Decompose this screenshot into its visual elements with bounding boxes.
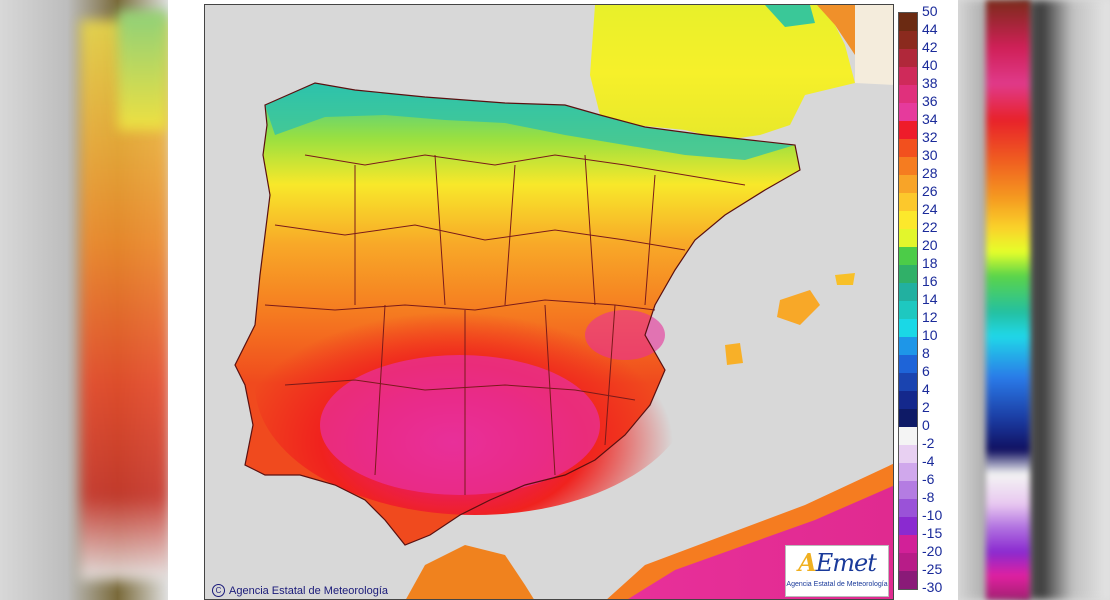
legend-swatch — [899, 445, 917, 463]
legend-swatch — [899, 13, 917, 31]
temperature-map: C Agencia Estatal de Meteorología AEmet … — [204, 4, 894, 600]
legend-swatch — [899, 121, 917, 139]
legend-label: 38 — [922, 75, 938, 91]
legend-swatch — [899, 139, 917, 157]
legend-swatch — [899, 49, 917, 67]
legend-label: 28 — [922, 165, 938, 181]
legend-label: 14 — [922, 291, 938, 307]
legend-label: -4 — [922, 453, 935, 469]
legend-swatch — [899, 319, 917, 337]
legend-swatch — [899, 265, 917, 283]
legend-swatch — [899, 427, 917, 445]
legend-label: 40 — [922, 57, 938, 73]
aemet-logo: AEmet Agencia Estatal de Meteorología — [785, 545, 889, 597]
legend-label: 12 — [922, 309, 938, 325]
legend-label: 44 — [922, 21, 938, 37]
legend-label: 36 — [922, 93, 938, 109]
legend-label: 24 — [922, 201, 938, 217]
legend-label: 22 — [922, 219, 938, 235]
legend-swatch — [899, 481, 917, 499]
legend-label: 2 — [922, 399, 930, 415]
legend-label: 4 — [922, 381, 930, 397]
legend-swatch — [899, 103, 917, 121]
legend-label: 18 — [922, 255, 938, 271]
iberia-temperature-map — [234, 5, 893, 599]
logo-subtitle: Agencia Estatal de Meteorología — [786, 581, 888, 588]
legend-swatch — [899, 175, 917, 193]
legend-label: -10 — [922, 507, 943, 523]
legend-swatch — [899, 337, 917, 355]
legend-swatch — [899, 193, 917, 211]
credit-text: Agencia Estatal de Meteorología — [229, 584, 388, 597]
legend-label: 8 — [922, 345, 930, 361]
legend-label: -6 — [922, 471, 935, 487]
legend-label: 50 — [922, 3, 938, 19]
legend-swatch — [899, 463, 917, 481]
logo-word: AEmet — [798, 548, 877, 577]
legend-swatch — [899, 571, 917, 589]
legend-label: -20 — [922, 543, 943, 559]
legend-label: 10 — [922, 327, 938, 343]
legend-swatch — [899, 211, 917, 229]
legend-label: 32 — [922, 129, 938, 145]
legend-color-bar — [898, 12, 918, 590]
legend-swatch — [899, 67, 917, 85]
legend-label: -8 — [922, 489, 935, 505]
legend-swatch — [899, 157, 917, 175]
legend-label: 0 — [922, 417, 930, 433]
legend-label: -25 — [922, 561, 943, 577]
copyright-credit: C Agencia Estatal de Meteorología — [209, 584, 391, 597]
legend-swatch — [899, 301, 917, 319]
legend-label: 34 — [922, 111, 938, 127]
legend-label: 42 — [922, 39, 938, 55]
legend-swatch — [899, 373, 917, 391]
legend-swatch — [899, 499, 917, 517]
legend-label: 20 — [922, 237, 938, 253]
legend-swatch — [899, 85, 917, 103]
legend-swatch — [899, 283, 917, 301]
legend-label: -2 — [922, 435, 935, 451]
blurred-backdrop-left — [0, 0, 168, 600]
blurred-backdrop-right — [958, 0, 1110, 600]
legend-label: -15 — [922, 525, 943, 541]
legend-swatch — [899, 31, 917, 49]
legend-swatch — [899, 355, 917, 373]
legend-label: 30 — [922, 147, 938, 163]
temperature-legend: 50 44 42 40 38 36 34 32 30 28 26 24 22 20 18 16 14 12 10 8 6… — [896, 4, 958, 600]
legend-swatch — [899, 409, 917, 427]
copyright-icon: C — [212, 584, 225, 597]
map-frame: C Agencia Estatal de Meteorología AEmet … — [168, 0, 958, 600]
legend-label: -30 — [922, 579, 943, 595]
legend-swatch — [899, 229, 917, 247]
legend-swatch — [899, 535, 917, 553]
legend-label: 6 — [922, 363, 930, 379]
legend-swatch — [899, 391, 917, 409]
legend-label: 16 — [922, 273, 938, 289]
legend-label: 26 — [922, 183, 938, 199]
legend-swatch — [899, 517, 917, 535]
legend-swatch — [899, 247, 917, 265]
legend-swatch — [899, 553, 917, 571]
